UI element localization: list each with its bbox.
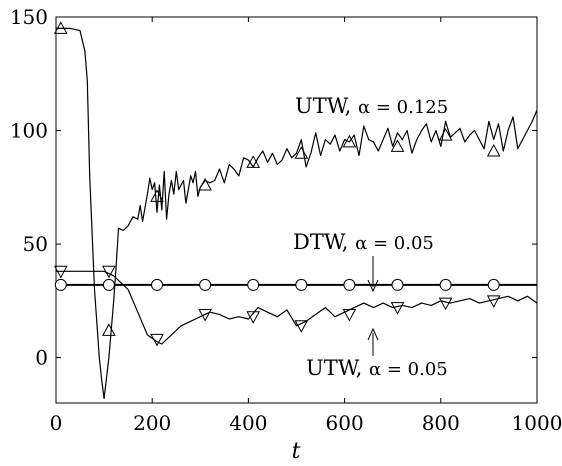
x-tick-label: 200 [133, 411, 171, 435]
marker-circle [247, 278, 260, 291]
x-tick-label: 1000 [512, 411, 562, 435]
marker-triangle-down [438, 297, 453, 311]
marker-circle [343, 278, 356, 291]
marker-triangle-up [486, 143, 501, 157]
series-utw-0125-line [56, 27, 538, 400]
x-tick-label: 0 [50, 411, 63, 435]
marker-triangle-up [294, 146, 309, 159]
marker-circle [391, 278, 404, 291]
marker-circle [487, 278, 500, 291]
series-utw-005-line [56, 270, 538, 345]
x-tick-label: 800 [422, 411, 460, 435]
marker-triangle-up [53, 21, 68, 34]
marker-triangle-down [390, 302, 405, 315]
arrow-up-to-utw005 [367, 327, 379, 356]
marker-circle [199, 278, 212, 291]
arrow-down-to-dtw [367, 256, 379, 293]
y-tick-label: 150 [10, 5, 48, 29]
marker-triangle-down [150, 333, 164, 347]
marker-triangle-up [246, 155, 261, 168]
marker-triangle-down [53, 265, 68, 279]
series-group [56, 27, 538, 400]
y-tick-label: 100 [10, 119, 48, 143]
x-tick-label: 400 [229, 411, 267, 435]
marker-triangle-up [150, 189, 164, 202]
marker-triangle-up [102, 323, 116, 336]
marker-circle [151, 278, 164, 291]
y-tick-label: 0 [35, 346, 48, 370]
marker-circle [439, 278, 452, 291]
marker-triangle-down [486, 295, 501, 308]
marker-triangle-up [390, 139, 405, 152]
marker-triangle-down [198, 308, 212, 322]
marker-circle [295, 278, 308, 291]
marker-triangle-down [342, 308, 357, 322]
x-tick-label: 600 [326, 411, 364, 435]
marker-circle [102, 278, 115, 291]
marker-triangle-down [102, 265, 116, 279]
marker-triangle-down [294, 320, 309, 333]
x-axis-title: t [292, 439, 301, 464]
annotation-utw-0125: UTW, α = 0.125 [295, 94, 448, 118]
marker-triangle-up [342, 134, 357, 148]
marker-triangle-up [438, 128, 453, 141]
markers-group [53, 21, 501, 347]
axis-ticks: 0 200 400 600 800 1000 0 50 100 150 [10, 5, 562, 435]
annotation-utw-005: UTW, α = 0.05 [306, 356, 448, 380]
marker-triangle-down [246, 311, 261, 324]
marker-circle [54, 278, 67, 291]
y-tick-label: 50 [23, 232, 48, 256]
plot-area-frame [55, 16, 538, 404]
annotation-dtw-005: DTW, α = 0.05 [293, 230, 434, 254]
marker-triangle-up [198, 177, 212, 191]
